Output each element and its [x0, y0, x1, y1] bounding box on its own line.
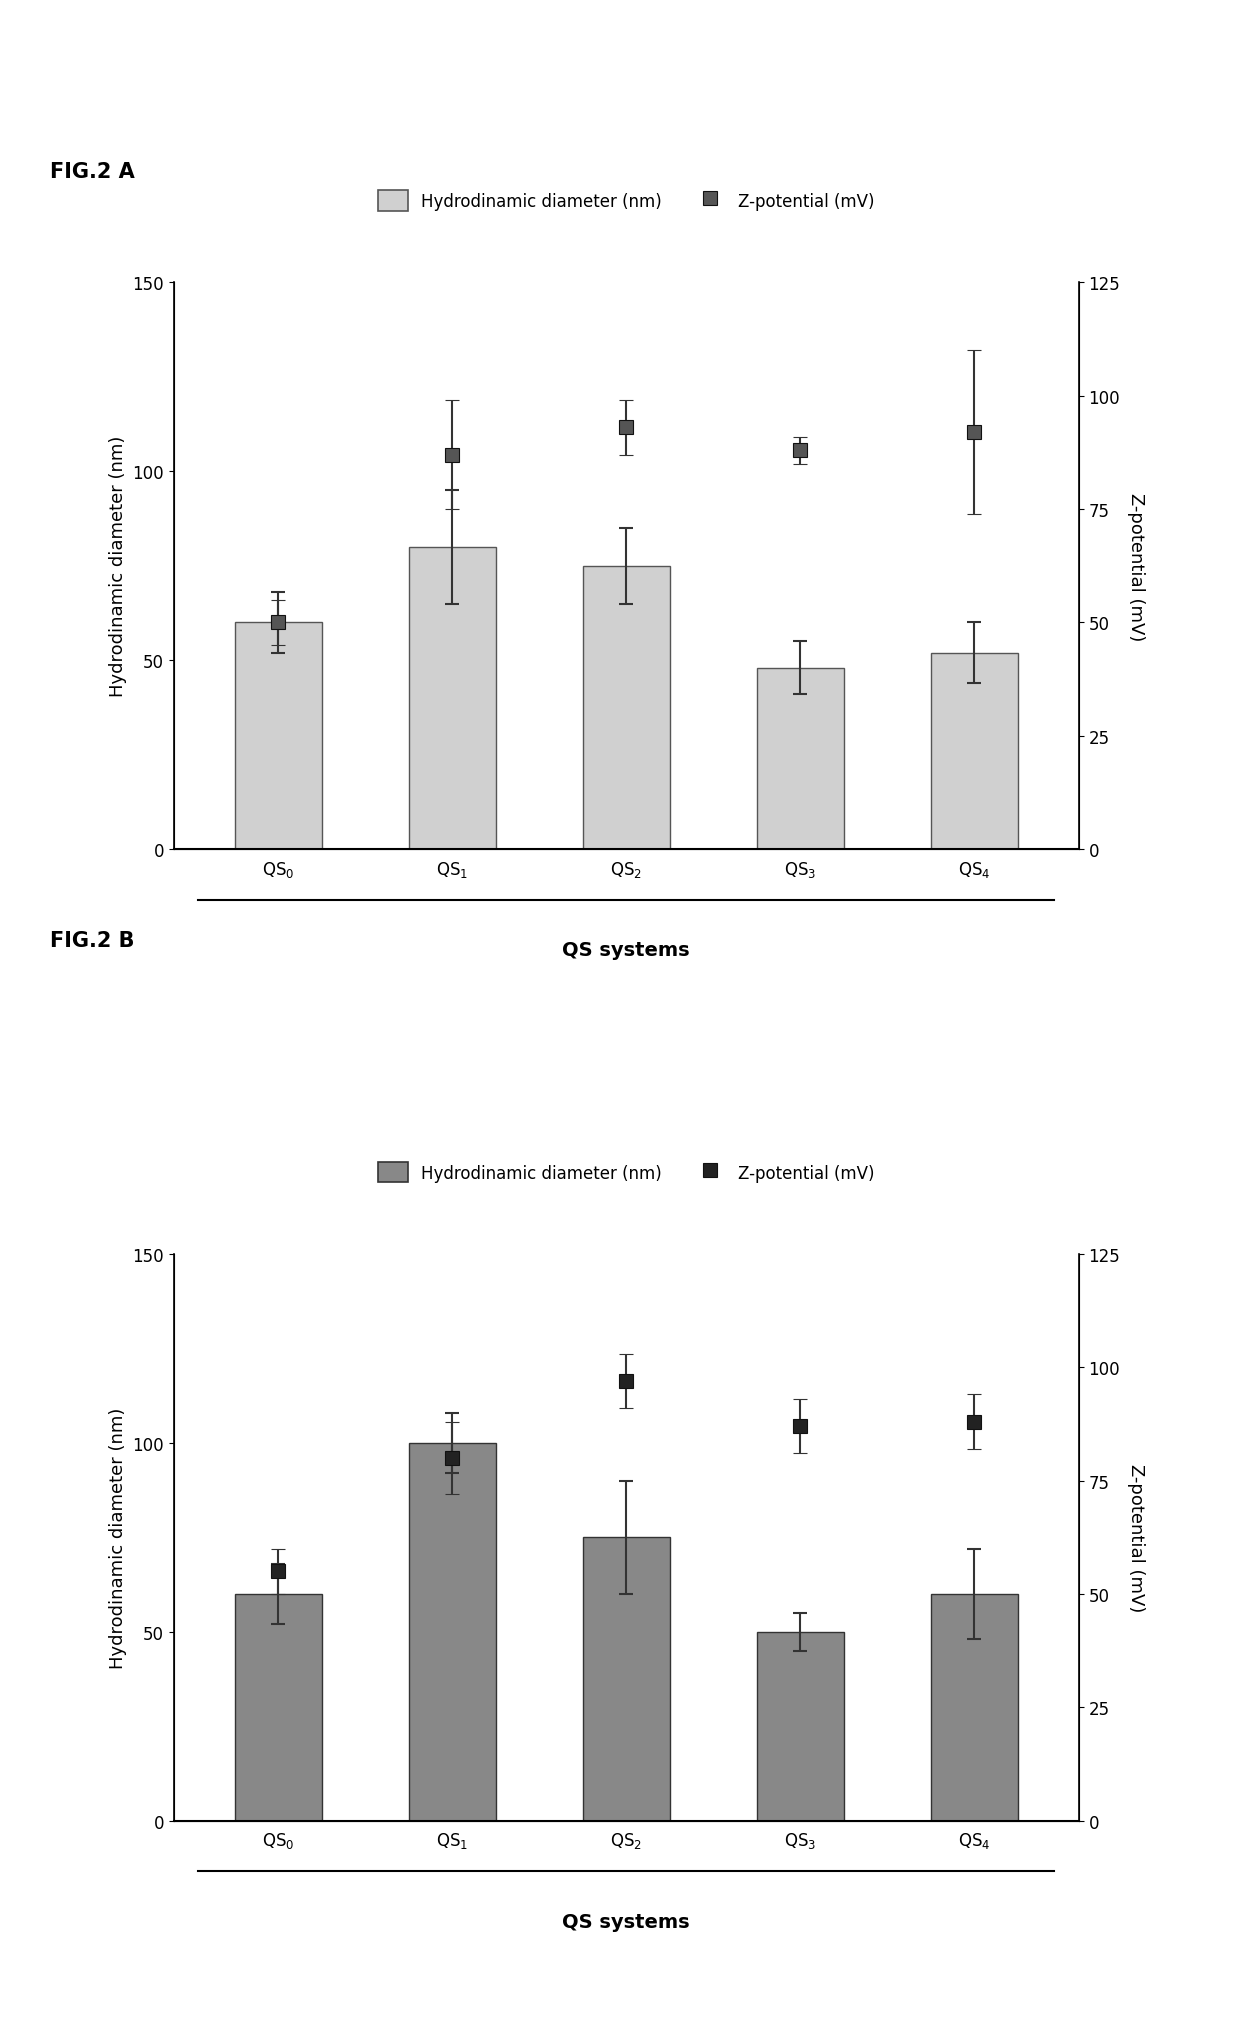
Bar	[583, 566, 670, 850]
Y-axis label: Hydrodinamic diameter (nm): Hydrodinamic diameter (nm)	[109, 435, 126, 698]
Bar	[409, 548, 496, 850]
Bar	[756, 1633, 843, 1821]
Text: QS systems: QS systems	[563, 1912, 689, 1930]
Text: FIG.2 B: FIG.2 B	[50, 931, 134, 951]
Text: QS systems: QS systems	[563, 941, 689, 959]
Bar	[583, 1537, 670, 1821]
Y-axis label: Z-potential (mV): Z-potential (mV)	[1127, 1463, 1146, 1612]
Bar	[931, 653, 1018, 850]
Legend: Hydrodinamic diameter (nm), Z-potential (mV): Hydrodinamic diameter (nm), Z-potential …	[371, 184, 882, 218]
Y-axis label: Hydrodinamic diameter (nm): Hydrodinamic diameter (nm)	[109, 1406, 126, 1669]
Y-axis label: Z-potential (mV): Z-potential (mV)	[1127, 492, 1146, 641]
Bar	[409, 1442, 496, 1821]
Bar	[234, 623, 321, 850]
Legend: Hydrodinamic diameter (nm), Z-potential (mV): Hydrodinamic diameter (nm), Z-potential …	[371, 1155, 882, 1190]
Bar	[931, 1594, 1018, 1821]
Bar	[234, 1594, 321, 1821]
Text: FIG.2 A: FIG.2 A	[50, 162, 134, 182]
Bar	[756, 668, 843, 850]
